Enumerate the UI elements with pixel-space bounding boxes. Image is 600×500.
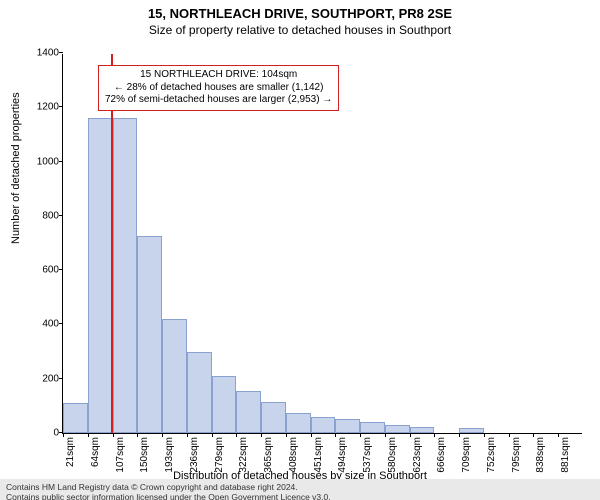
histogram-bar: [459, 428, 484, 433]
x-tick-label: 795sqm: [511, 437, 522, 473]
y-tick-mark: [59, 215, 63, 216]
histogram-bar: [63, 403, 88, 433]
y-tick-label: 1000: [19, 156, 63, 167]
histogram-bar: [360, 422, 385, 433]
histogram-bar: [385, 425, 410, 433]
x-tick-label: 537sqm: [362, 437, 373, 473]
footer-line-2: Contains public sector information licen…: [6, 492, 594, 500]
histogram-bar: [113, 118, 138, 433]
annotation-line-3: 72% of semi-detached houses are larger (…: [105, 94, 332, 107]
y-tick-mark: [59, 161, 63, 162]
histogram-bar: [187, 352, 212, 433]
x-tick-mark: [63, 433, 64, 437]
x-tick-label: 709sqm: [461, 437, 472, 473]
x-tick-label: 107sqm: [115, 437, 126, 473]
x-tick-mark: [261, 433, 262, 437]
x-tick-label: 365sqm: [263, 437, 274, 473]
x-tick-mark: [533, 433, 534, 437]
histogram-bar: [261, 402, 286, 433]
x-tick-mark: [113, 433, 114, 437]
x-tick-mark: [459, 433, 460, 437]
x-tick-mark: [88, 433, 89, 437]
histogram-bar: [335, 419, 360, 433]
histogram-bar: [236, 391, 261, 433]
x-tick-label: 279sqm: [214, 437, 225, 473]
y-tick-label: 1200: [19, 102, 63, 113]
annotation-box: 15 NORTHLEACH DRIVE: 104sqm ← 28% of det…: [98, 65, 339, 111]
x-tick-label: 580sqm: [387, 437, 398, 473]
x-tick-label: 451sqm: [313, 437, 324, 473]
x-tick-mark: [509, 433, 510, 437]
histogram-bar: [137, 236, 162, 433]
x-tick-mark: [360, 433, 361, 437]
footer-line-1: Contains HM Land Registry data © Crown c…: [6, 482, 594, 493]
histogram-bar: [311, 417, 336, 433]
y-tick-label: 800: [19, 210, 63, 221]
x-tick-mark: [335, 433, 336, 437]
x-tick-mark: [434, 433, 435, 437]
x-tick-mark: [212, 433, 213, 437]
bars-layer: [63, 54, 582, 433]
chart-subtitle: Size of property relative to detached ho…: [0, 23, 600, 37]
x-tick-label: 494sqm: [337, 437, 348, 473]
y-tick-mark: [59, 378, 63, 379]
x-tick-mark: [236, 433, 237, 437]
x-tick-label: 623sqm: [412, 437, 423, 473]
y-tick-mark: [59, 323, 63, 324]
x-tick-label: 838sqm: [535, 437, 546, 473]
x-tick-label: 150sqm: [139, 437, 150, 473]
x-tick-mark: [558, 433, 559, 437]
x-tick-label: 752sqm: [486, 437, 497, 473]
y-tick-label: 200: [19, 373, 63, 384]
y-tick-label: 0: [19, 428, 63, 439]
x-tick-label: 666sqm: [436, 437, 447, 473]
annotation-line-2: ← 28% of detached houses are smaller (1,…: [105, 82, 332, 95]
histogram-bar: [286, 413, 311, 433]
x-tick-mark: [311, 433, 312, 437]
y-tick-mark: [59, 106, 63, 107]
chart-container: { "chart": { "type": "histogram", "title…: [0, 6, 600, 500]
reference-line: [111, 54, 113, 433]
y-tick-label: 600: [19, 265, 63, 276]
x-tick-label: 21sqm: [65, 437, 76, 467]
y-tick-label: 400: [19, 319, 63, 330]
histogram-bar: [162, 319, 187, 433]
x-tick-label: 64sqm: [90, 437, 101, 467]
x-tick-label: 322sqm: [238, 437, 249, 473]
histogram-bar: [410, 427, 435, 433]
x-tick-mark: [286, 433, 287, 437]
x-tick-label: 408sqm: [288, 437, 299, 473]
footer: Contains HM Land Registry data © Crown c…: [0, 479, 600, 500]
y-tick-mark: [59, 269, 63, 270]
x-tick-mark: [162, 433, 163, 437]
x-tick-label: 236sqm: [189, 437, 200, 473]
x-tick-mark: [187, 433, 188, 437]
plot-area: 0200400600800100012001400 21sqm64sqm107s…: [62, 54, 582, 434]
x-tick-label: 881sqm: [560, 437, 571, 473]
y-tick-label: 1400: [19, 48, 63, 59]
chart-title: 15, NORTHLEACH DRIVE, SOUTHPORT, PR8 2SE: [0, 6, 600, 21]
y-tick-mark: [59, 52, 63, 53]
x-tick-mark: [410, 433, 411, 437]
x-tick-mark: [484, 433, 485, 437]
histogram-bar: [212, 376, 237, 433]
x-tick-label: 193sqm: [164, 437, 175, 473]
x-tick-mark: [385, 433, 386, 437]
histogram-bar: [88, 118, 113, 433]
x-tick-mark: [137, 433, 138, 437]
annotation-line-1: 15 NORTHLEACH DRIVE: 104sqm: [105, 69, 332, 82]
